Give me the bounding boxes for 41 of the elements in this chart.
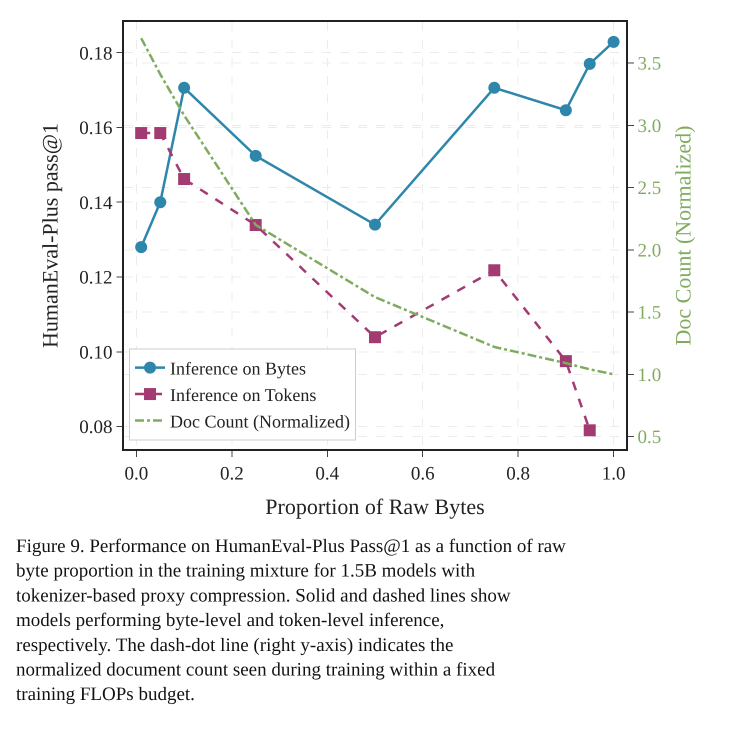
x-tick-label: 0.0 (124, 464, 148, 485)
y-tick-label: 0.12 (79, 268, 112, 289)
point (488, 264, 500, 276)
y2-tick-label: 2.0 (638, 240, 662, 262)
x-tick-label: 0.8 (506, 464, 530, 485)
point (178, 173, 190, 186)
point (178, 82, 190, 94)
y-tick-label: 0.18 (79, 43, 112, 64)
y-tick-label: 0.16 (79, 118, 112, 140)
point (608, 36, 620, 48)
y-tick-label: 0.08 (79, 417, 112, 438)
point (488, 82, 500, 94)
point (584, 58, 596, 70)
point (369, 218, 381, 231)
x-tick-label: 0.6 (410, 464, 435, 485)
x-tick-label: 1.0 (602, 464, 626, 485)
x-axis-title: Proportion of Raw Bytes (265, 494, 485, 519)
y-axis-title: HumanEval-Plus pass@1 (38, 123, 62, 348)
point (135, 127, 148, 140)
y2-tick-label: 0.5 (638, 427, 662, 448)
point (584, 424, 596, 436)
caption: Figure 9. Performance on HumanEval-Plus Pass@1 as a function of raw byte proportion in the training mixture for 1.5B models with tokenizer-based proxy compression. Solid and dashed lines show models performing byte-level and token-level inference, respectively. The dash-dot line (right y-axis) indicates the normalized document count seen during training within a fixed training FLOPs budget. (16, 536, 566, 706)
point (369, 331, 381, 344)
y2-tick-label: 1.0 (638, 364, 662, 386)
legend-label: Inference on Tokens (170, 385, 316, 406)
point (250, 150, 262, 162)
y2-tick-label: 1.5 (638, 302, 662, 324)
y-tick-label: 0.10 (79, 342, 112, 364)
y2-tick-label: 3.5 (638, 54, 662, 75)
x-tick-label: 0.4 (315, 464, 340, 485)
point (154, 127, 166, 140)
point (154, 196, 166, 208)
y2-axis-title: Doc Count (Normalized) (670, 126, 696, 346)
point (560, 104, 572, 116)
x-tick-label: 0.2 (220, 464, 244, 485)
y-tick-label: 0.14 (79, 192, 113, 214)
point (135, 241, 148, 254)
legend-label: Doc Count (Normalized) (170, 411, 350, 432)
y2-tick-label: 2.5 (638, 178, 662, 200)
legend-label: Inference on Bytes (170, 358, 306, 379)
y2-tick-label: 3.0 (638, 116, 662, 137)
